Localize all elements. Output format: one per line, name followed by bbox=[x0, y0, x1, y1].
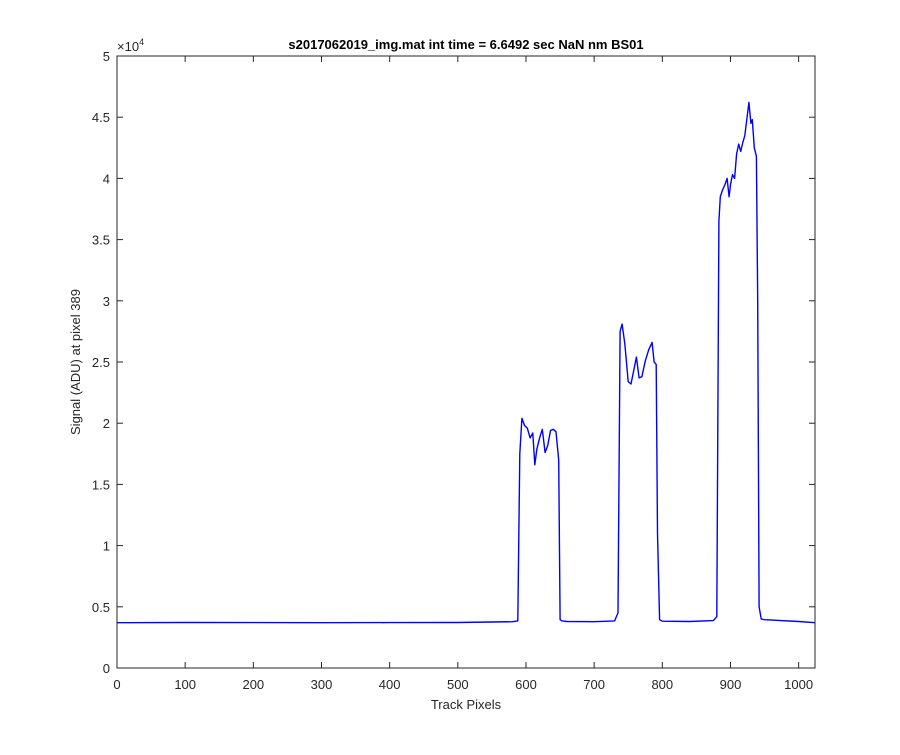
x-tick-label: 800 bbox=[651, 677, 673, 692]
y-tick-label: 0 bbox=[103, 661, 110, 676]
axes-box bbox=[116, 55, 816, 669]
x-tick-label: 600 bbox=[515, 677, 537, 692]
y-exponent-power: 4 bbox=[139, 37, 144, 47]
x-tick-label: 200 bbox=[242, 677, 264, 692]
axes-background bbox=[117, 56, 815, 668]
x-tick-label: 700 bbox=[583, 677, 605, 692]
y-tick-label: 2.5 bbox=[92, 355, 110, 370]
x-tick-label: 1000 bbox=[784, 677, 813, 692]
x-tick-label: 900 bbox=[720, 677, 742, 692]
y-tick-label: 1 bbox=[103, 539, 110, 554]
x-tick-label: 0 bbox=[113, 677, 120, 692]
y-tick-label: 4 bbox=[103, 171, 110, 186]
chart-title: s2017062019_img.mat int time = 6.6492 se… bbox=[288, 37, 643, 52]
x-tick-label: 300 bbox=[311, 677, 333, 692]
x-axis-label: Track Pixels bbox=[431, 697, 502, 712]
y-exponent-base: ×10 bbox=[117, 39, 139, 54]
y-tick-label: 3.5 bbox=[92, 233, 110, 248]
x-tick-label: 100 bbox=[174, 677, 196, 692]
y-tick-label: 2 bbox=[103, 416, 110, 431]
y-axis-label: Signal (ADU) at pixel 389 bbox=[68, 289, 83, 435]
y-tick-label: 0.5 bbox=[92, 600, 110, 615]
series-line bbox=[116, 101, 816, 624]
tick-labels: 0 100 200 300 400 500 600 700 800 900 1000 0 0.5 1 1.5… bbox=[92, 49, 813, 692]
y-exponent-label: ×104 bbox=[117, 37, 144, 54]
y-tick-label: 3 bbox=[103, 294, 110, 309]
x-tick-label: 500 bbox=[447, 677, 469, 692]
y-tick-label: 1.5 bbox=[92, 477, 110, 492]
y-tick-label: 4.5 bbox=[92, 110, 110, 125]
y-tick-label: 5 bbox=[103, 49, 110, 64]
x-tick-label: 400 bbox=[379, 677, 401, 692]
